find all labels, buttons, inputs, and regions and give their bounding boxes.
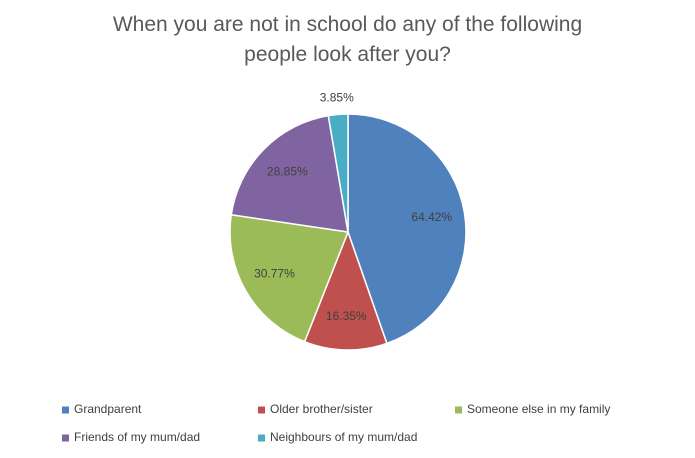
data-label: 3.85% <box>320 91 354 105</box>
data-label: 16.35% <box>326 309 367 323</box>
legend-marker <box>258 434 265 442</box>
pie-slice <box>229 213 350 343</box>
legend-marker <box>62 434 69 442</box>
data-label: 64.42% <box>411 210 452 224</box>
pie-slice <box>230 114 349 233</box>
pie-slice <box>347 113 467 345</box>
legend-label: Grandparent <box>74 402 142 416</box>
legend-label: Someone else in my family <box>467 402 610 416</box>
legend-marker <box>455 406 462 414</box>
chart-title: When you are not in school do any of the… <box>112 13 583 66</box>
data-label: 30.77% <box>254 267 295 281</box>
pie-slice <box>327 113 349 233</box>
legend-label: Friends of my mum/dad <box>74 430 200 444</box>
legend-label: Older brother/sister <box>270 402 373 416</box>
legend-marker <box>258 406 265 414</box>
legend-marker <box>62 406 69 414</box>
pie-slice <box>303 229 388 351</box>
legend-label: Neighbours of my mum/dad <box>270 430 417 444</box>
data-label: 28.85% <box>267 165 308 179</box>
